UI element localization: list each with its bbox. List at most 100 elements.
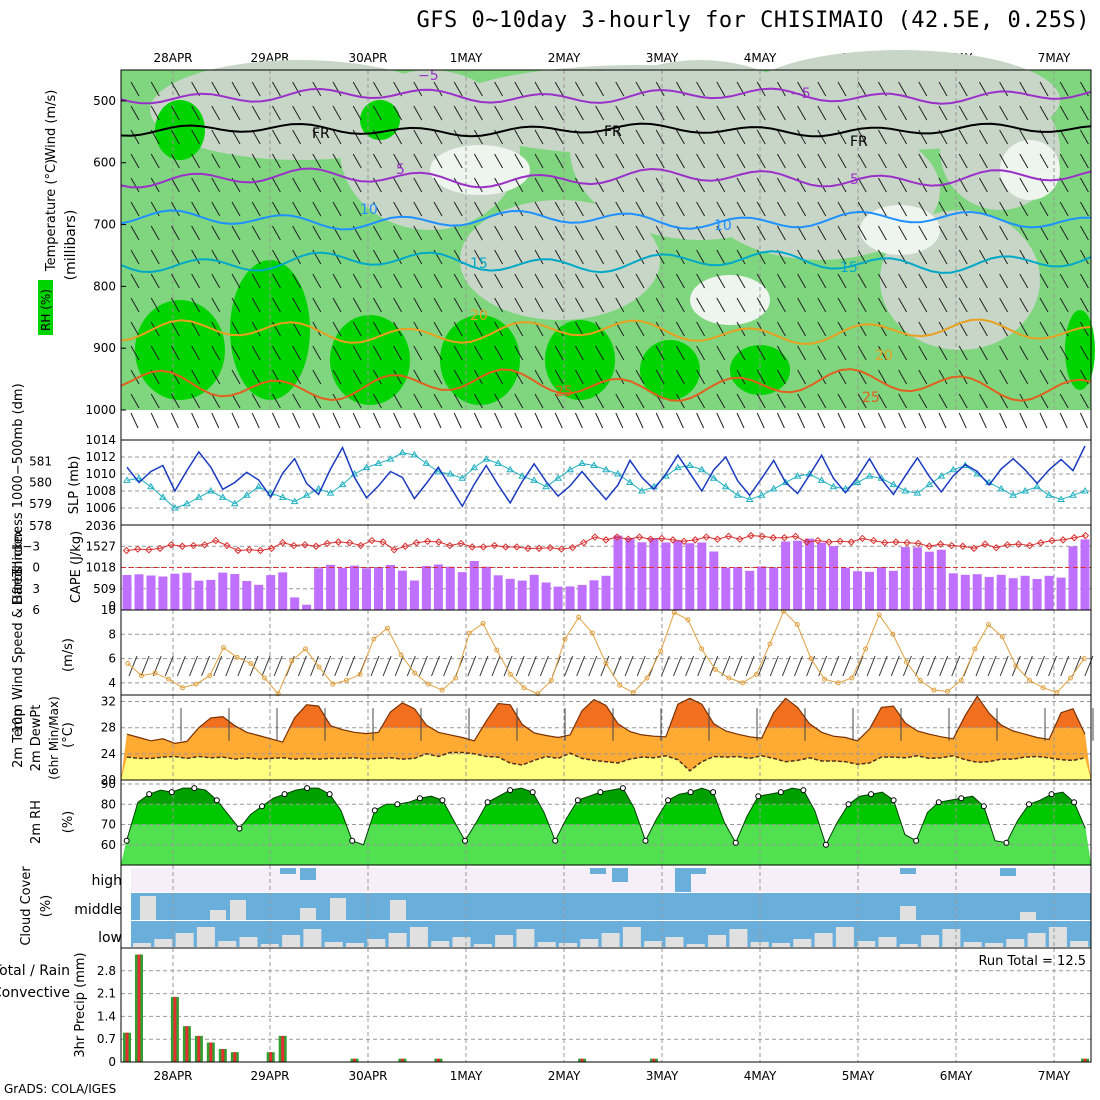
rh-point [913, 837, 920, 844]
surface-wind-barb [297, 655, 307, 677]
cloud-low-bar [729, 929, 748, 947]
surface-wind-barb [721, 655, 731, 677]
cloud-low-bar [1006, 939, 1025, 947]
cape-bar [194, 580, 204, 610]
wind-barb [595, 177, 605, 193]
lifted-index-point [490, 541, 499, 550]
wind-speed-point [685, 617, 691, 623]
wind-barb [877, 345, 887, 361]
wind-barb [231, 412, 240, 429]
wind-barb [574, 412, 583, 429]
wind-barb [958, 225, 968, 241]
lifted-index-point [200, 541, 209, 549]
surface-wind-barb [600, 655, 610, 677]
surface-wind-barb [273, 655, 283, 677]
cloud-low-bar [942, 929, 961, 947]
wind-barb [918, 201, 928, 217]
lifted-index-point [368, 536, 376, 545]
wind-barb [615, 249, 625, 265]
wind-barb [453, 321, 463, 337]
wind-barb [736, 129, 746, 145]
wind-barb [1019, 412, 1028, 429]
legend-rh-swatch [38, 280, 53, 335]
wind-barb [696, 249, 706, 265]
rh-point [371, 807, 378, 814]
wind-barb [736, 153, 746, 169]
wind-barb [251, 393, 261, 409]
wind-barb [797, 321, 807, 337]
wind-barb [1079, 129, 1089, 145]
wind-barb [292, 153, 302, 169]
wind-barb [332, 105, 342, 121]
wind-barb [797, 153, 807, 169]
wind-barb [271, 273, 281, 289]
wind-barb [958, 105, 968, 121]
thickness-point [398, 448, 407, 456]
wind-barb [170, 177, 180, 193]
lifted-index-point [245, 546, 253, 554]
wind-speed-point [179, 685, 185, 691]
wind-barb [857, 153, 867, 169]
cape-bar [278, 572, 288, 610]
wind-barb [716, 81, 726, 97]
wind-barb [837, 273, 847, 289]
rh-point [281, 791, 288, 798]
wind-barb [1059, 412, 1068, 429]
surface-wind-barb [769, 655, 779, 677]
surface-wind-barb [213, 655, 223, 677]
lifted-index-point [814, 536, 822, 545]
date-label-top: 4MAY [744, 51, 777, 65]
wind-barb [918, 153, 928, 169]
wind-speed-point [822, 676, 828, 682]
surface-wind-barb [201, 655, 211, 677]
precip-convective-bar [221, 1049, 225, 1062]
wind-speed-line [127, 610, 1085, 695]
date-label-top: 7MAY [1038, 51, 1071, 65]
pressure-tick: 1000 [85, 403, 116, 417]
wind-barb [635, 129, 645, 145]
wind-barb [130, 369, 140, 385]
lifted-index-point [769, 534, 777, 542]
lifted-index-point [747, 531, 755, 540]
cape-bar [637, 542, 647, 610]
wind-barb [292, 321, 302, 337]
wind-barb [150, 345, 160, 361]
cloud-middle-bar [210, 910, 226, 920]
wind-barb [170, 345, 180, 361]
thickness-point [242, 491, 251, 498]
wind-barb [635, 369, 645, 385]
wind-barb [453, 177, 463, 193]
wind-barb [352, 249, 362, 265]
pressure-axis-label: (millibars) [63, 210, 79, 281]
wind-barb [231, 129, 241, 145]
thickness-point [817, 476, 826, 483]
wind-barb [292, 105, 302, 121]
cape-bar [1008, 578, 1018, 610]
temp-units: (°C) [61, 722, 76, 748]
wind-barb [211, 153, 221, 169]
wind-barb [776, 369, 786, 385]
wind-barb [655, 297, 665, 313]
wind-barb [877, 249, 887, 265]
rh-tick: 70 [101, 818, 116, 832]
wind-barb [332, 201, 342, 217]
wind-barb [130, 129, 140, 145]
thickness-point [410, 450, 419, 458]
lifted-index-line [126, 535, 1086, 552]
wind-barb [837, 412, 846, 429]
wind-barb [898, 201, 908, 217]
thickness-point [1009, 491, 1018, 498]
slp-tick: 1014 [85, 433, 116, 447]
wind-barb [1059, 225, 1069, 241]
thickness-point [123, 476, 131, 483]
surface-wind-barb [225, 655, 235, 677]
cape-bar [1056, 577, 1066, 610]
wind-barb [231, 201, 241, 217]
wind-barb [776, 105, 786, 121]
surface-wind-barb [636, 655, 646, 677]
thickness-point [147, 482, 155, 490]
wind-barb [1039, 105, 1049, 121]
wind-barb [776, 273, 786, 289]
wind-barb [473, 81, 483, 97]
wind-barb [191, 105, 201, 121]
